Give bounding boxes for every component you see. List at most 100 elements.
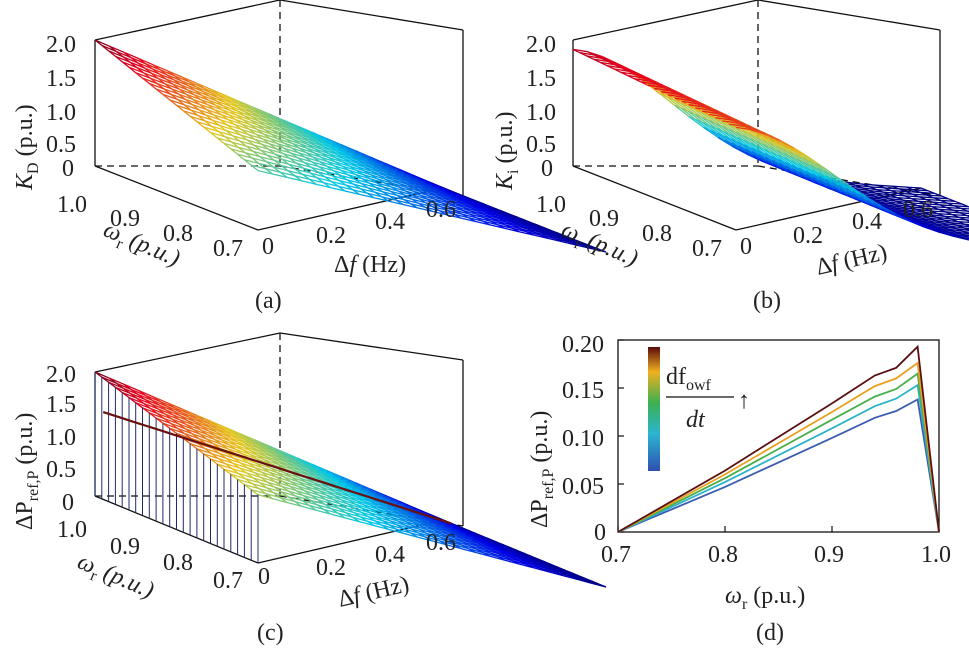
panel-b-tick-y-2: 0.9: [589, 206, 619, 232]
surface-mesh-segment: [312, 156, 328, 163]
surface-mesh-segment: [272, 497, 288, 504]
surface-mesh-segment: [831, 178, 847, 189]
panel-c-z-label: ΔPref,P (p.u.): [12, 413, 42, 530]
surface-mesh-segment: [297, 125, 313, 134]
surface-mesh-segment: [305, 156, 320, 163]
surface-mesh-segment: [471, 539, 487, 546]
surface-mesh-segment: [325, 498, 341, 505]
surface-mesh-segment: [893, 209, 908, 214]
surface-mesh-segment: [256, 128, 272, 135]
surface-mesh-segment: [324, 176, 340, 182]
surface-mesh-segment: [812, 176, 828, 187]
surface-mesh-segment: [306, 477, 322, 485]
surface-mesh-segment: [716, 112, 732, 119]
surface-mesh-segment: [109, 45, 125, 53]
surface-mesh-segment: [259, 155, 275, 162]
surface-mesh-segment: [475, 551, 491, 557]
surface-mesh-segment: [368, 158, 384, 166]
surface-mesh-segment: [297, 485, 313, 492]
surface-mesh-segment: [868, 189, 884, 193]
surface-mesh-segment: [492, 214, 508, 221]
surface-mesh-segment: [423, 183, 439, 191]
surface-mesh-segment: [351, 158, 367, 166]
surface-mesh-segment: [130, 56, 146, 65]
surface-mesh-segment: [379, 171, 395, 178]
surface-mesh-segment: [493, 545, 509, 552]
surface-mesh-segment: [926, 224, 941, 230]
surface-mesh-segment: [662, 86, 677, 93]
surface-mesh-segment: [804, 166, 820, 178]
surface-mesh-segment: [203, 126, 219, 133]
surface-mesh-segment: [427, 526, 443, 532]
surface-mesh-segment: [784, 161, 800, 173]
surface-mesh-segment: [257, 494, 273, 500]
surface-mesh-segment: [795, 154, 811, 166]
surface-mesh-segment: [223, 468, 239, 475]
surface-mesh-segment: [919, 222, 935, 227]
surface-mesh-segment: [600, 57, 616, 64]
panel-d-tick-y-1: 0.05: [562, 474, 604, 500]
surface-mesh-segment: [295, 132, 311, 139]
surface-mesh-segment: [439, 210, 455, 215]
surface-mesh-segment: [796, 158, 812, 171]
surface-mesh-segment: [918, 200, 933, 203]
surface-mesh-segment: [348, 169, 364, 176]
surface-mesh-segment: [273, 453, 289, 461]
surface-mesh-segment: [923, 211, 938, 215]
surface-mesh-segment: [304, 461, 320, 469]
surface-mesh-segment: [682, 96, 698, 103]
surface-mesh-segment: [483, 549, 499, 555]
surface-mesh-segment: [375, 186, 391, 192]
surface-mesh-segment: [292, 142, 308, 149]
surface-mesh-segment: [286, 501, 302, 507]
surface-mesh-segment: [319, 160, 335, 167]
surface-mesh-segment: [862, 183, 878, 186]
surface-mesh-segment: [486, 209, 502, 216]
surface-mesh-segment: [907, 212, 923, 216]
surface-mesh-segment: [799, 171, 815, 181]
surface-mesh-segment: [239, 467, 255, 474]
surface-mesh-segment: [188, 412, 204, 421]
surface-mesh-segment: [421, 519, 437, 527]
panel-a-tick-z-3: 1.5: [46, 66, 76, 92]
surface-mesh-segment: [244, 159, 260, 165]
surface-mesh-segment: [191, 432, 207, 440]
surface-mesh-segment: [209, 423, 225, 431]
surface-mesh-segment: [722, 130, 738, 143]
surface-mesh-segment: [490, 220, 506, 226]
surface-mesh-segment: [310, 166, 326, 172]
surface-mesh-segment: [432, 536, 448, 542]
surface-mesh-segment: [519, 227, 535, 233]
surface-mesh-segment: [324, 140, 340, 148]
surface-mesh-segment: [192, 428, 208, 436]
panel-a-tick-y-3: 1.0: [57, 192, 87, 218]
surface-mesh-segment: [323, 145, 339, 153]
surface-mesh-segment: [499, 550, 515, 557]
surface-mesh-segment: [280, 164, 296, 170]
surface-mesh-segment: [641, 77, 657, 83]
surface-mesh-segment: [343, 157, 359, 165]
surface-mesh-segment: [484, 546, 500, 553]
surface-mesh-segment: [855, 184, 870, 188]
surface-mesh-segment: [138, 57, 154, 66]
surface-mesh-segment: [180, 79, 196, 88]
surface-mesh-segment: [169, 99, 185, 106]
surface-mesh-segment: [169, 427, 185, 435]
surface-mesh-segment: [183, 104, 199, 111]
surface-mesh-segment: [749, 142, 765, 155]
surface-mesh-segment: [330, 147, 346, 154]
surface-mesh-segment: [206, 108, 222, 116]
surface-mesh-segment: [737, 141, 753, 153]
surface-mesh-segment: [264, 458, 280, 466]
surface-mesh-segment: [853, 194, 869, 204]
surface-mesh-segment: [522, 221, 538, 228]
panel-b-tick-z-1: 0.5: [526, 132, 556, 158]
surface-mesh-segment: [255, 133, 271, 140]
surface-mesh-segment: [866, 196, 882, 200]
surface-mesh-segment: [518, 563, 534, 569]
surface-mesh-segment: [329, 149, 345, 157]
surface-mesh-segment: [271, 459, 287, 467]
surface-mesh-segment: [715, 117, 731, 121]
surface-mesh-segment: [158, 404, 174, 412]
surface-mesh-segment: [957, 224, 969, 228]
